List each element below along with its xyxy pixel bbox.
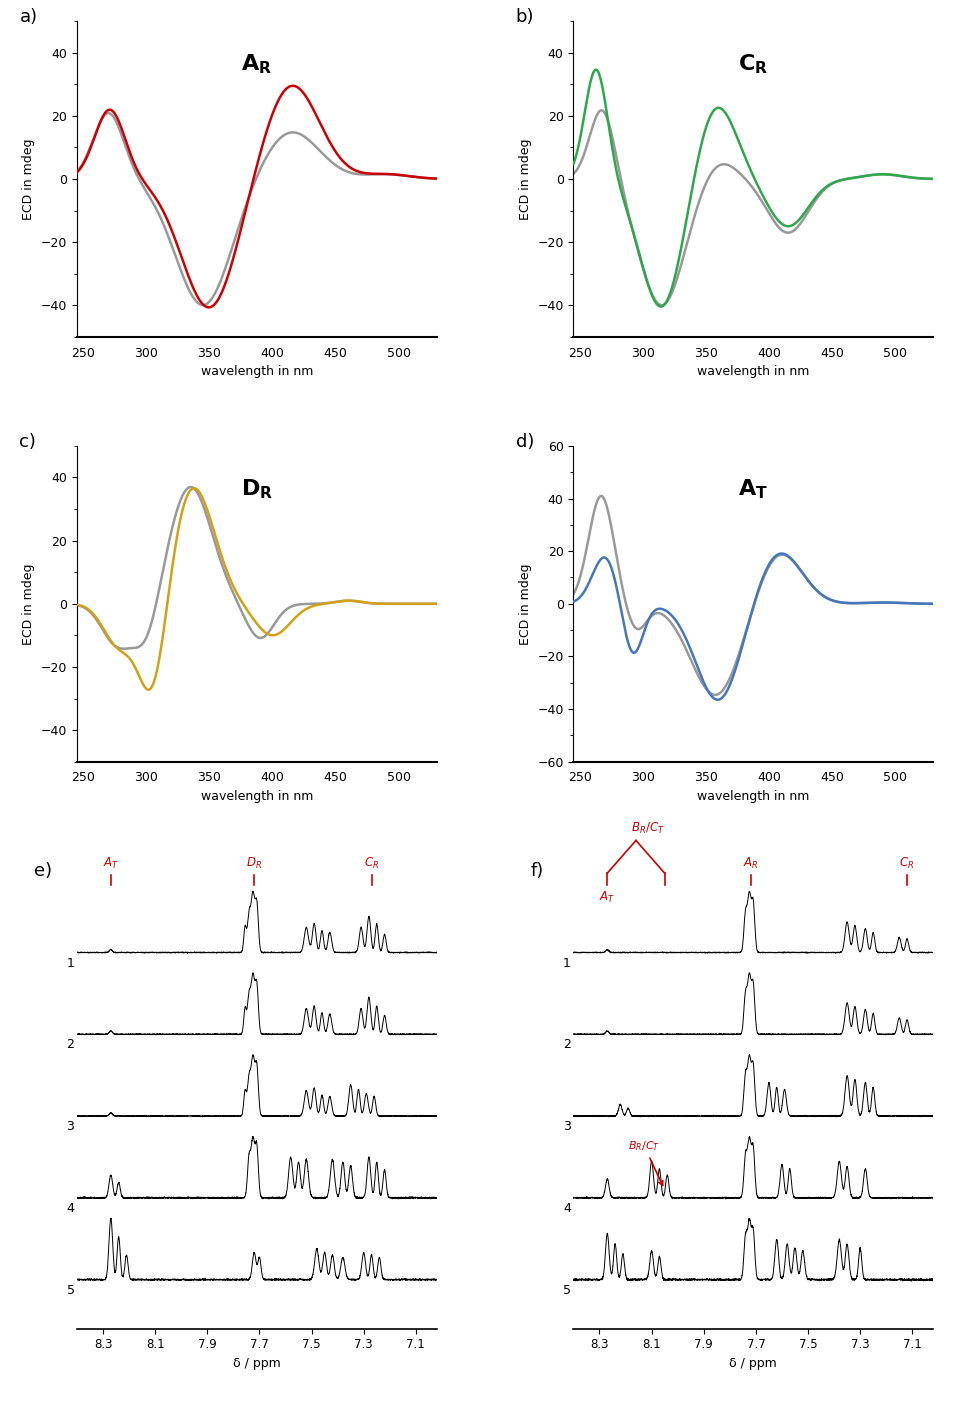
X-axis label: wavelength in nm: wavelength in nm [201, 366, 312, 378]
Text: 2: 2 [562, 1039, 570, 1052]
Text: c): c) [19, 433, 37, 451]
X-axis label: wavelength in nm: wavelength in nm [697, 790, 808, 803]
Text: $D_R$: $D_R$ [246, 856, 262, 870]
Text: $\mathbf{A_R}$: $\mathbf{A_R}$ [241, 52, 272, 76]
Y-axis label: ECD in mdeg: ECD in mdeg [518, 138, 531, 219]
Text: a): a) [19, 8, 37, 27]
Text: $\mathbf{D_R}$: $\mathbf{D_R}$ [240, 478, 273, 501]
Text: $B_R/C_T$: $B_R/C_T$ [628, 1139, 662, 1185]
Text: d): d) [515, 433, 533, 451]
Y-axis label: ECD in mdeg: ECD in mdeg [518, 562, 531, 644]
Y-axis label: ECD in mdeg: ECD in mdeg [22, 138, 36, 219]
Text: 4: 4 [562, 1202, 570, 1215]
Text: 3: 3 [66, 1121, 74, 1133]
X-axis label: δ / ppm: δ / ppm [233, 1357, 281, 1369]
Text: f): f) [530, 862, 543, 880]
X-axis label: δ / ppm: δ / ppm [728, 1357, 776, 1369]
Text: 3: 3 [562, 1121, 570, 1133]
Text: 4: 4 [66, 1202, 74, 1215]
Text: 1: 1 [66, 956, 74, 970]
Text: 5: 5 [562, 1284, 571, 1296]
Text: $A_T$: $A_T$ [103, 856, 119, 870]
Y-axis label: ECD in mdeg: ECD in mdeg [22, 562, 36, 644]
Text: $C_R$: $C_R$ [899, 856, 914, 870]
Text: 2: 2 [66, 1039, 74, 1052]
Text: $\mathbf{C_R}$: $\mathbf{C_R}$ [737, 52, 768, 76]
Text: 5: 5 [66, 1284, 74, 1296]
Text: $\mathbf{A_T}$: $\mathbf{A_T}$ [737, 478, 768, 501]
Text: e): e) [34, 862, 52, 880]
Text: 1: 1 [562, 956, 570, 970]
Text: $A_R$: $A_R$ [742, 856, 757, 870]
Text: $B_R/C_T$: $B_R/C_T$ [630, 821, 664, 837]
X-axis label: wavelength in nm: wavelength in nm [697, 366, 808, 378]
Text: $A_T$: $A_T$ [599, 890, 615, 904]
X-axis label: wavelength in nm: wavelength in nm [201, 790, 312, 803]
Text: b): b) [515, 8, 533, 27]
Text: $C_R$: $C_R$ [363, 856, 379, 870]
